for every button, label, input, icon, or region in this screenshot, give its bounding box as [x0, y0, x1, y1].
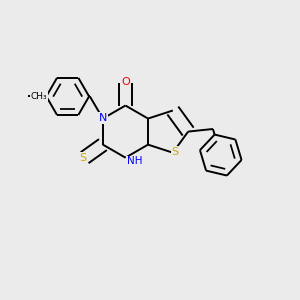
- Text: N: N: [99, 113, 107, 123]
- Text: O: O: [121, 77, 130, 87]
- Text: NH: NH: [127, 156, 142, 166]
- Text: S: S: [172, 147, 179, 157]
- Text: CH₃: CH₃: [31, 92, 47, 101]
- Text: S: S: [80, 153, 87, 163]
